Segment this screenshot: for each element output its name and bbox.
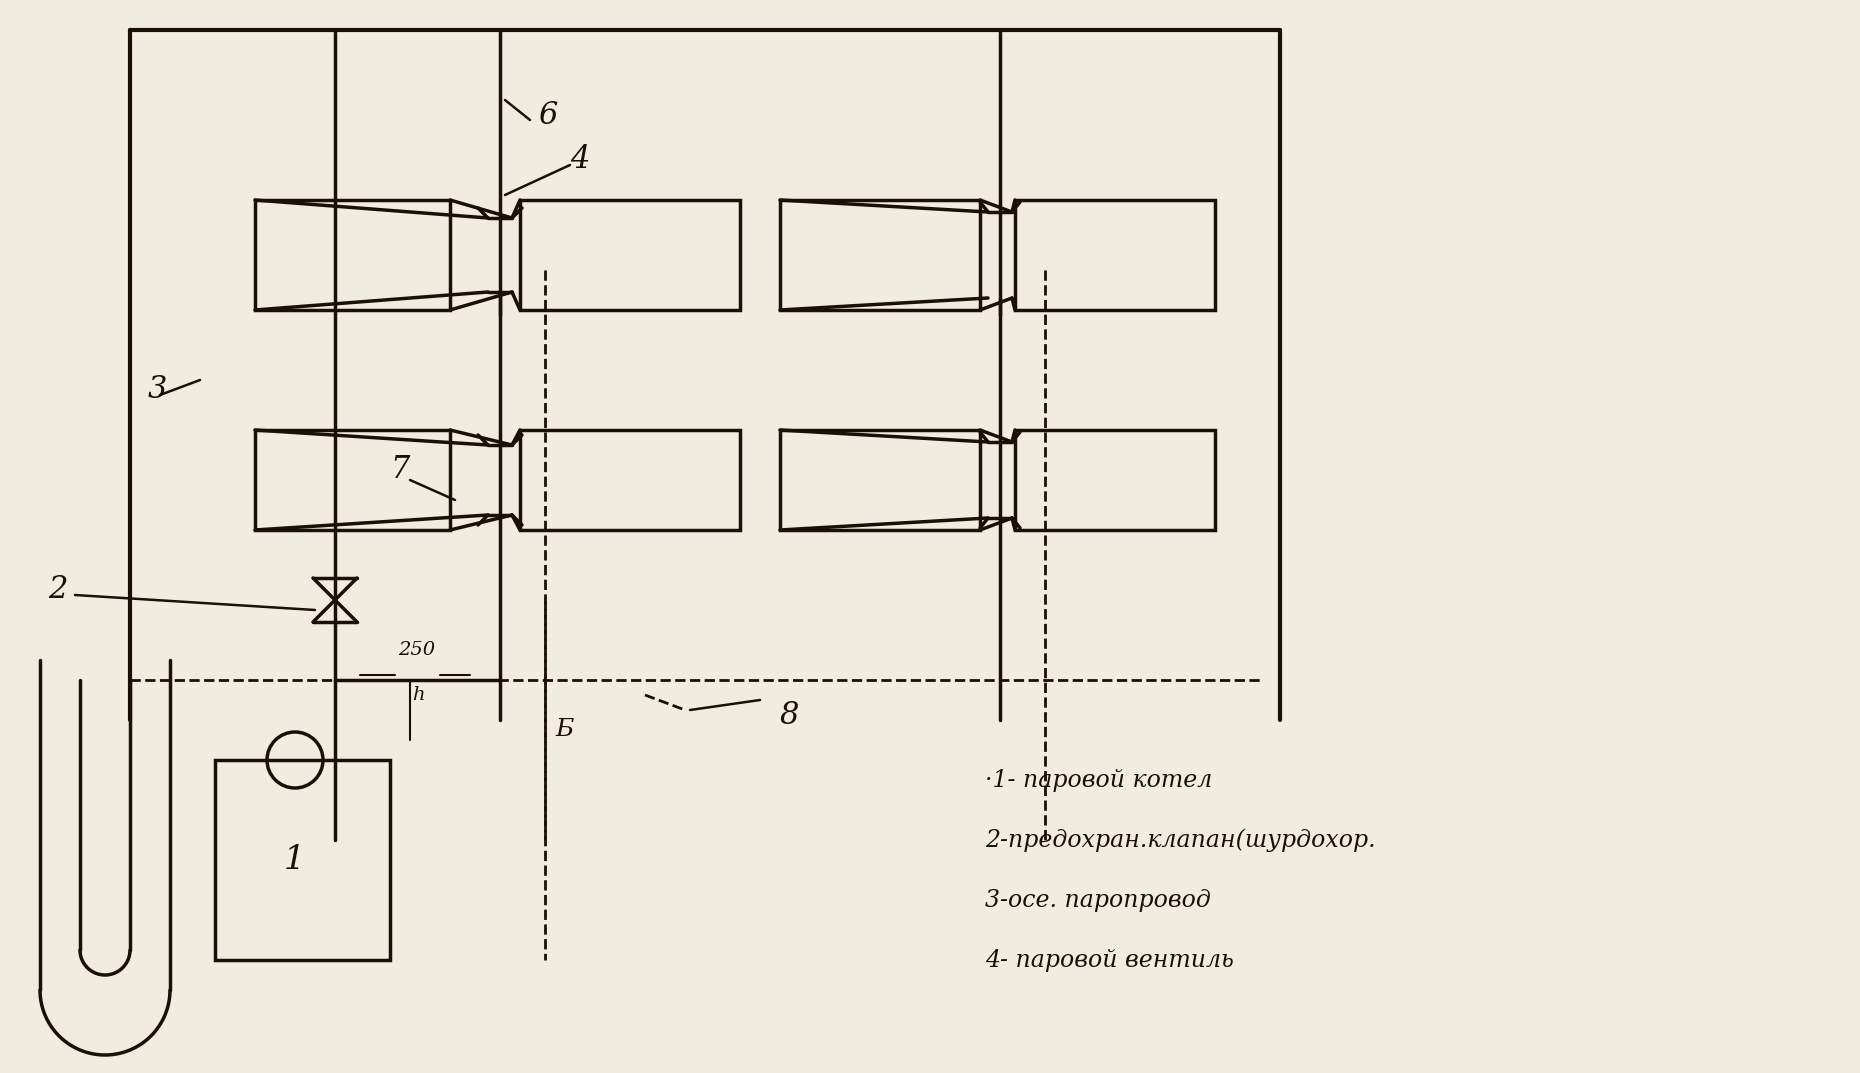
- Bar: [216, 760, 391, 960]
- Text: 6: 6: [538, 100, 558, 131]
- Text: 2: 2: [48, 574, 67, 605]
- Text: 7: 7: [391, 455, 409, 485]
- Bar: [779, 200, 980, 310]
- Bar: [255, 430, 450, 530]
- Text: 250: 250: [398, 641, 435, 659]
- Text: 3: 3: [149, 374, 167, 406]
- Bar: [255, 200, 450, 310]
- Text: 1: 1: [283, 844, 305, 876]
- Text: 2-предохран.клапан(шурдохор.: 2-предохран.клапан(шурдохор.: [986, 828, 1376, 852]
- Text: 4- паровой вентиль: 4- паровой вентиль: [986, 949, 1233, 971]
- Bar: [1016, 430, 1215, 530]
- Bar: [521, 200, 740, 310]
- Bar: [779, 430, 980, 530]
- Text: ·1- паровой котел: ·1- паровой котел: [986, 768, 1213, 792]
- Text: 3-осе. паропровод: 3-осе. паропровод: [986, 888, 1211, 911]
- Bar: [1016, 200, 1215, 310]
- Text: 8: 8: [779, 700, 800, 731]
- Text: Б: Б: [554, 719, 573, 741]
- Text: h: h: [413, 686, 424, 704]
- Bar: [521, 430, 740, 530]
- Text: 4: 4: [569, 145, 590, 176]
